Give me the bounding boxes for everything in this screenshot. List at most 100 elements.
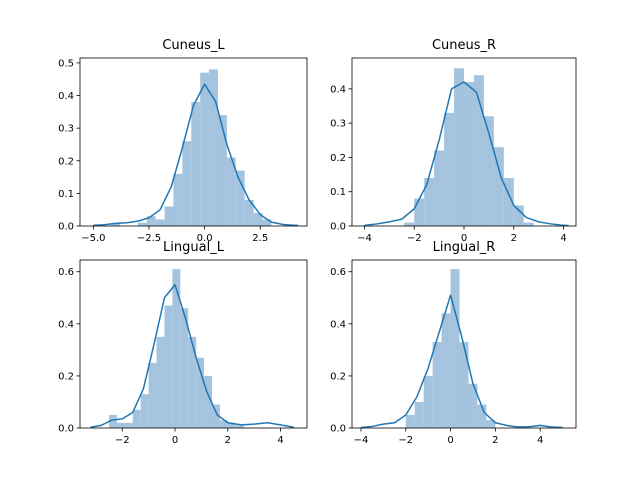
y-tick-label: 0.2 — [330, 371, 346, 382]
histogram-bar — [441, 313, 451, 428]
histogram-bar — [180, 308, 189, 428]
histogram-bar — [155, 219, 165, 226]
x-tick-label: 2.5 — [252, 233, 268, 244]
histogram-bar — [227, 422, 236, 428]
x-tick-label: −2 — [407, 233, 422, 244]
y-tick-label: 0.4 — [58, 319, 74, 330]
histogram-bar — [253, 212, 263, 226]
histogram-bar — [444, 112, 455, 226]
histogram-bar — [424, 178, 435, 226]
histogram-bar — [434, 150, 445, 226]
x-tick-label: −2 — [398, 435, 413, 446]
histogram-bar — [148, 362, 157, 428]
kde-line — [360, 294, 563, 428]
y-tick-label: 0.2 — [58, 156, 74, 167]
x-tick-label: 2 — [225, 435, 231, 446]
y-tick-label: 0.0 — [330, 424, 346, 435]
histogram-bar — [172, 269, 181, 428]
histogram-bar — [244, 199, 254, 226]
histogram-bar — [423, 375, 433, 428]
x-tick-label: −4 — [357, 233, 372, 244]
histogram-bar — [164, 305, 173, 428]
axes-frame — [351, 259, 577, 429]
histogram-bar — [191, 102, 201, 226]
histogram-bar — [483, 116, 494, 226]
subplot-cuneus-l: −5.0 −2.5 0.0 2.5 0.0 0.1 0.2 0.3 0.4 0.5 Cuneus_L — [58, 38, 308, 244]
histogram-bar — [211, 404, 220, 428]
y-tick-label: 0.5 — [58, 58, 74, 69]
y-tick-label: 0.0 — [58, 222, 74, 233]
x-tick-label: −4 — [354, 435, 369, 446]
histogram-bar — [204, 375, 212, 428]
y-tick-label: 0.1 — [58, 189, 74, 200]
histogram-bar — [200, 72, 210, 226]
x-tick-label: 4 — [537, 435, 543, 446]
y-tick-label: 0.4 — [330, 319, 346, 330]
histogram-bar — [235, 170, 245, 226]
axes-frame — [79, 57, 308, 227]
histogram-bar — [464, 82, 474, 226]
x-tick-label: −2.5 — [137, 233, 161, 244]
plot-area — [90, 269, 294, 428]
histogram-bar — [111, 222, 121, 226]
histogram-bar — [156, 336, 165, 428]
x-tick-label: 0 — [172, 435, 178, 446]
histogram-bar — [209, 69, 218, 226]
histogram-bar — [486, 420, 496, 428]
histogram-bar — [513, 205, 524, 226]
axes-frame — [79, 259, 308, 429]
histogram-bar — [459, 342, 469, 428]
histogram-bar — [226, 157, 236, 226]
histogram-bar — [414, 198, 425, 226]
x-tick-label: 0 — [447, 435, 453, 446]
histogram-bar — [235, 425, 244, 428]
plot-area — [364, 68, 569, 226]
kde-line — [90, 283, 294, 428]
y-tick-label: 0.2 — [58, 371, 74, 382]
histogram-bar — [124, 422, 133, 428]
y-tick-label: 0.6 — [58, 267, 74, 278]
histogram-bar — [164, 206, 174, 226]
y-tick-label: 0.3 — [58, 124, 74, 135]
histogram-bar — [217, 115, 227, 226]
subplot-title: Cuneus_L — [162, 38, 225, 53]
histogram-bar — [196, 357, 205, 428]
y-tick-label: 0.0 — [330, 222, 346, 233]
subplot-title: Lingual_R — [433, 240, 496, 255]
subplot-lingual-r: −4 −2 0 2 4 0.0 0.2 0.4 0.6 Lingual_R — [330, 240, 577, 446]
histogram-bar — [473, 75, 484, 226]
y-tick-label: 0.1 — [330, 187, 346, 198]
y-tick-label: 0.2 — [330, 153, 346, 164]
y-tick-label: 0.3 — [330, 119, 346, 130]
subplot-cuneus-r: −4 −2 0 2 4 0.0 0.1 0.2 0.3 0.4 Cuneus_R — [330, 38, 577, 244]
x-tick-label: −5.0 — [81, 233, 105, 244]
y-tick-label: 0.4 — [330, 84, 346, 95]
subplot-lingual-l: −2 0 2 4 0.0 0.2 0.4 0.6 Lingual_L — [58, 240, 308, 446]
histogram-bar — [432, 342, 442, 428]
histogram-bar — [493, 147, 504, 226]
y-tick-label: 0.6 — [330, 267, 346, 278]
histogram-bar — [132, 409, 141, 428]
histogram-bar — [146, 216, 156, 226]
x-tick-label: 0 — [461, 233, 467, 244]
x-tick-label: 2 — [492, 435, 498, 446]
histogram-bar — [137, 222, 147, 226]
histogram-bar — [450, 269, 460, 428]
histogram-bar — [405, 414, 415, 428]
x-tick-label: 4 — [277, 435, 283, 446]
histogram-bar — [173, 173, 183, 226]
plot-area — [93, 69, 299, 226]
histogram-bar — [219, 420, 228, 428]
histogram-bar — [262, 219, 272, 226]
histogram-bar — [404, 222, 415, 226]
plot-area — [360, 269, 563, 428]
subplot-title: Cuneus_R — [432, 38, 496, 53]
x-tick-label: −2 — [115, 435, 130, 446]
x-tick-label: 2 — [511, 233, 517, 244]
subplot-title: Lingual_L — [163, 240, 225, 255]
histogram-bar — [182, 141, 192, 226]
x-tick-label: 0.0 — [197, 233, 213, 244]
kde-line — [93, 83, 299, 226]
histogram-bar — [414, 401, 424, 428]
